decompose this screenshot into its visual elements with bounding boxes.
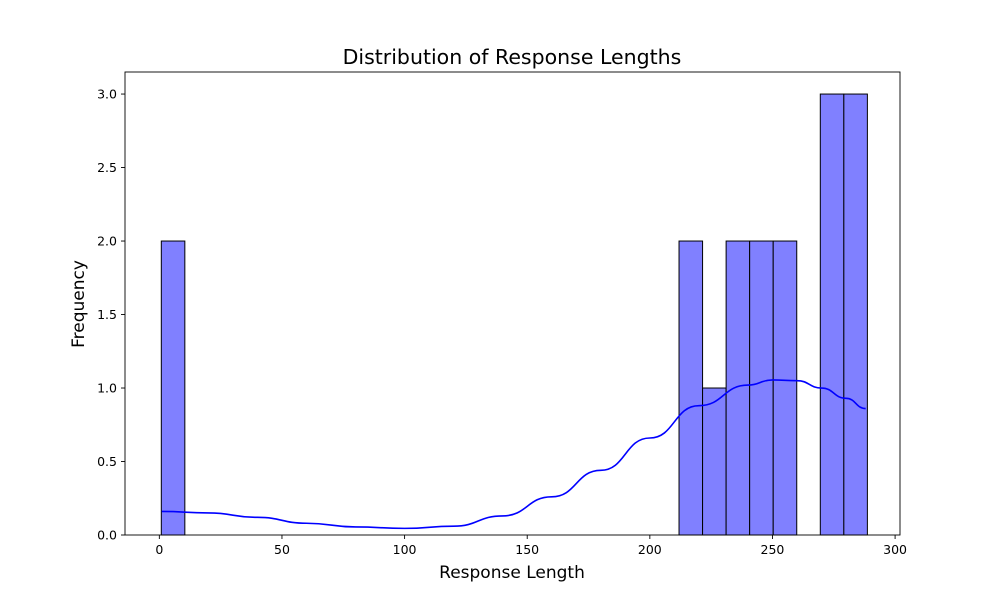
x-tick-label: 50 xyxy=(274,542,290,557)
histogram-bar xyxy=(772,240,798,536)
histogram-bar xyxy=(819,93,845,536)
y-tick-label: 0.5 xyxy=(97,454,117,469)
x-axis-ticks: 0 50 100 150 200 250 300 xyxy=(155,535,907,557)
histogram-bar xyxy=(749,240,774,536)
histogram-bar xyxy=(702,387,727,536)
x-tick-label: 250 xyxy=(761,542,785,557)
histogram-bar xyxy=(678,240,704,536)
y-tick-label: 2.5 xyxy=(97,160,117,175)
y-tick-label: 2.0 xyxy=(97,234,117,249)
bars-group xyxy=(160,93,868,536)
x-axis-label: Response Length xyxy=(439,563,585,583)
chart-title: Distribution of Response Lengths xyxy=(343,45,682,69)
y-tick-label: 0.0 xyxy=(97,528,117,543)
y-tick-label: 3.0 xyxy=(97,87,117,102)
x-tick-label: 300 xyxy=(883,542,907,557)
y-axis-ticks: 0.0 0.5 1.0 1.5 2.0 2.5 3.0 xyxy=(97,87,125,543)
histogram-bar xyxy=(843,93,868,536)
histogram-bar xyxy=(160,240,186,536)
y-tick-label: 1.0 xyxy=(97,381,117,396)
x-tick-label: 100 xyxy=(393,542,417,557)
x-tick-label: 200 xyxy=(638,542,662,557)
y-axis-label: Frequency xyxy=(69,260,89,348)
plot-frame xyxy=(124,71,901,536)
x-tick-label: 0 xyxy=(155,542,163,557)
y-tick-label: 1.5 xyxy=(97,307,117,322)
kde-line xyxy=(161,379,866,530)
x-tick-label: 150 xyxy=(515,542,539,557)
histogram-bar xyxy=(725,240,751,536)
